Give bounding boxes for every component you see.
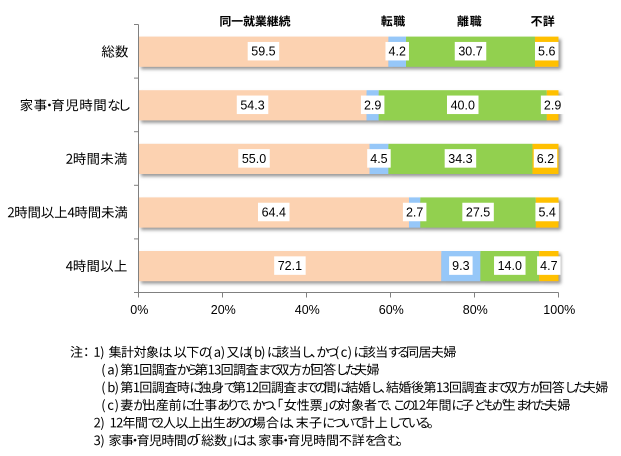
svg-text:30.7: 30.7	[458, 45, 482, 59]
svg-text:40%: 40%	[295, 303, 320, 317]
svg-text:20%: 20%	[211, 303, 236, 317]
svg-text:27.5: 27.5	[466, 206, 490, 220]
svg-text:59.5: 59.5	[251, 45, 275, 59]
svg-text:64.4: 64.4	[262, 206, 286, 220]
svg-text:0%: 0%	[130, 303, 148, 317]
svg-text:6.2: 6.2	[537, 152, 554, 166]
svg-text:100%: 100%	[543, 303, 575, 317]
svg-text:2.7: 2.7	[406, 206, 423, 220]
svg-text:4.7: 4.7	[540, 259, 557, 273]
svg-text:5.6: 5.6	[538, 45, 555, 59]
svg-text:40.0: 40.0	[451, 98, 475, 112]
svg-text:5.4: 5.4	[538, 206, 555, 220]
svg-text:80%: 80%	[463, 303, 488, 317]
svg-text:55.0: 55.0	[242, 152, 266, 166]
svg-text:2.9: 2.9	[544, 98, 561, 112]
svg-text:72.1: 72.1	[278, 259, 302, 273]
svg-text:2.9: 2.9	[364, 98, 381, 112]
svg-text:60%: 60%	[379, 303, 404, 317]
svg-text:14.0: 14.0	[498, 259, 522, 273]
svg-text:4.2: 4.2	[389, 45, 406, 59]
svg-text:34.3: 34.3	[448, 152, 472, 166]
svg-text:54.3: 54.3	[240, 98, 264, 112]
svg-text:9.3: 9.3	[452, 259, 469, 273]
svg-text:4.5: 4.5	[370, 152, 387, 166]
